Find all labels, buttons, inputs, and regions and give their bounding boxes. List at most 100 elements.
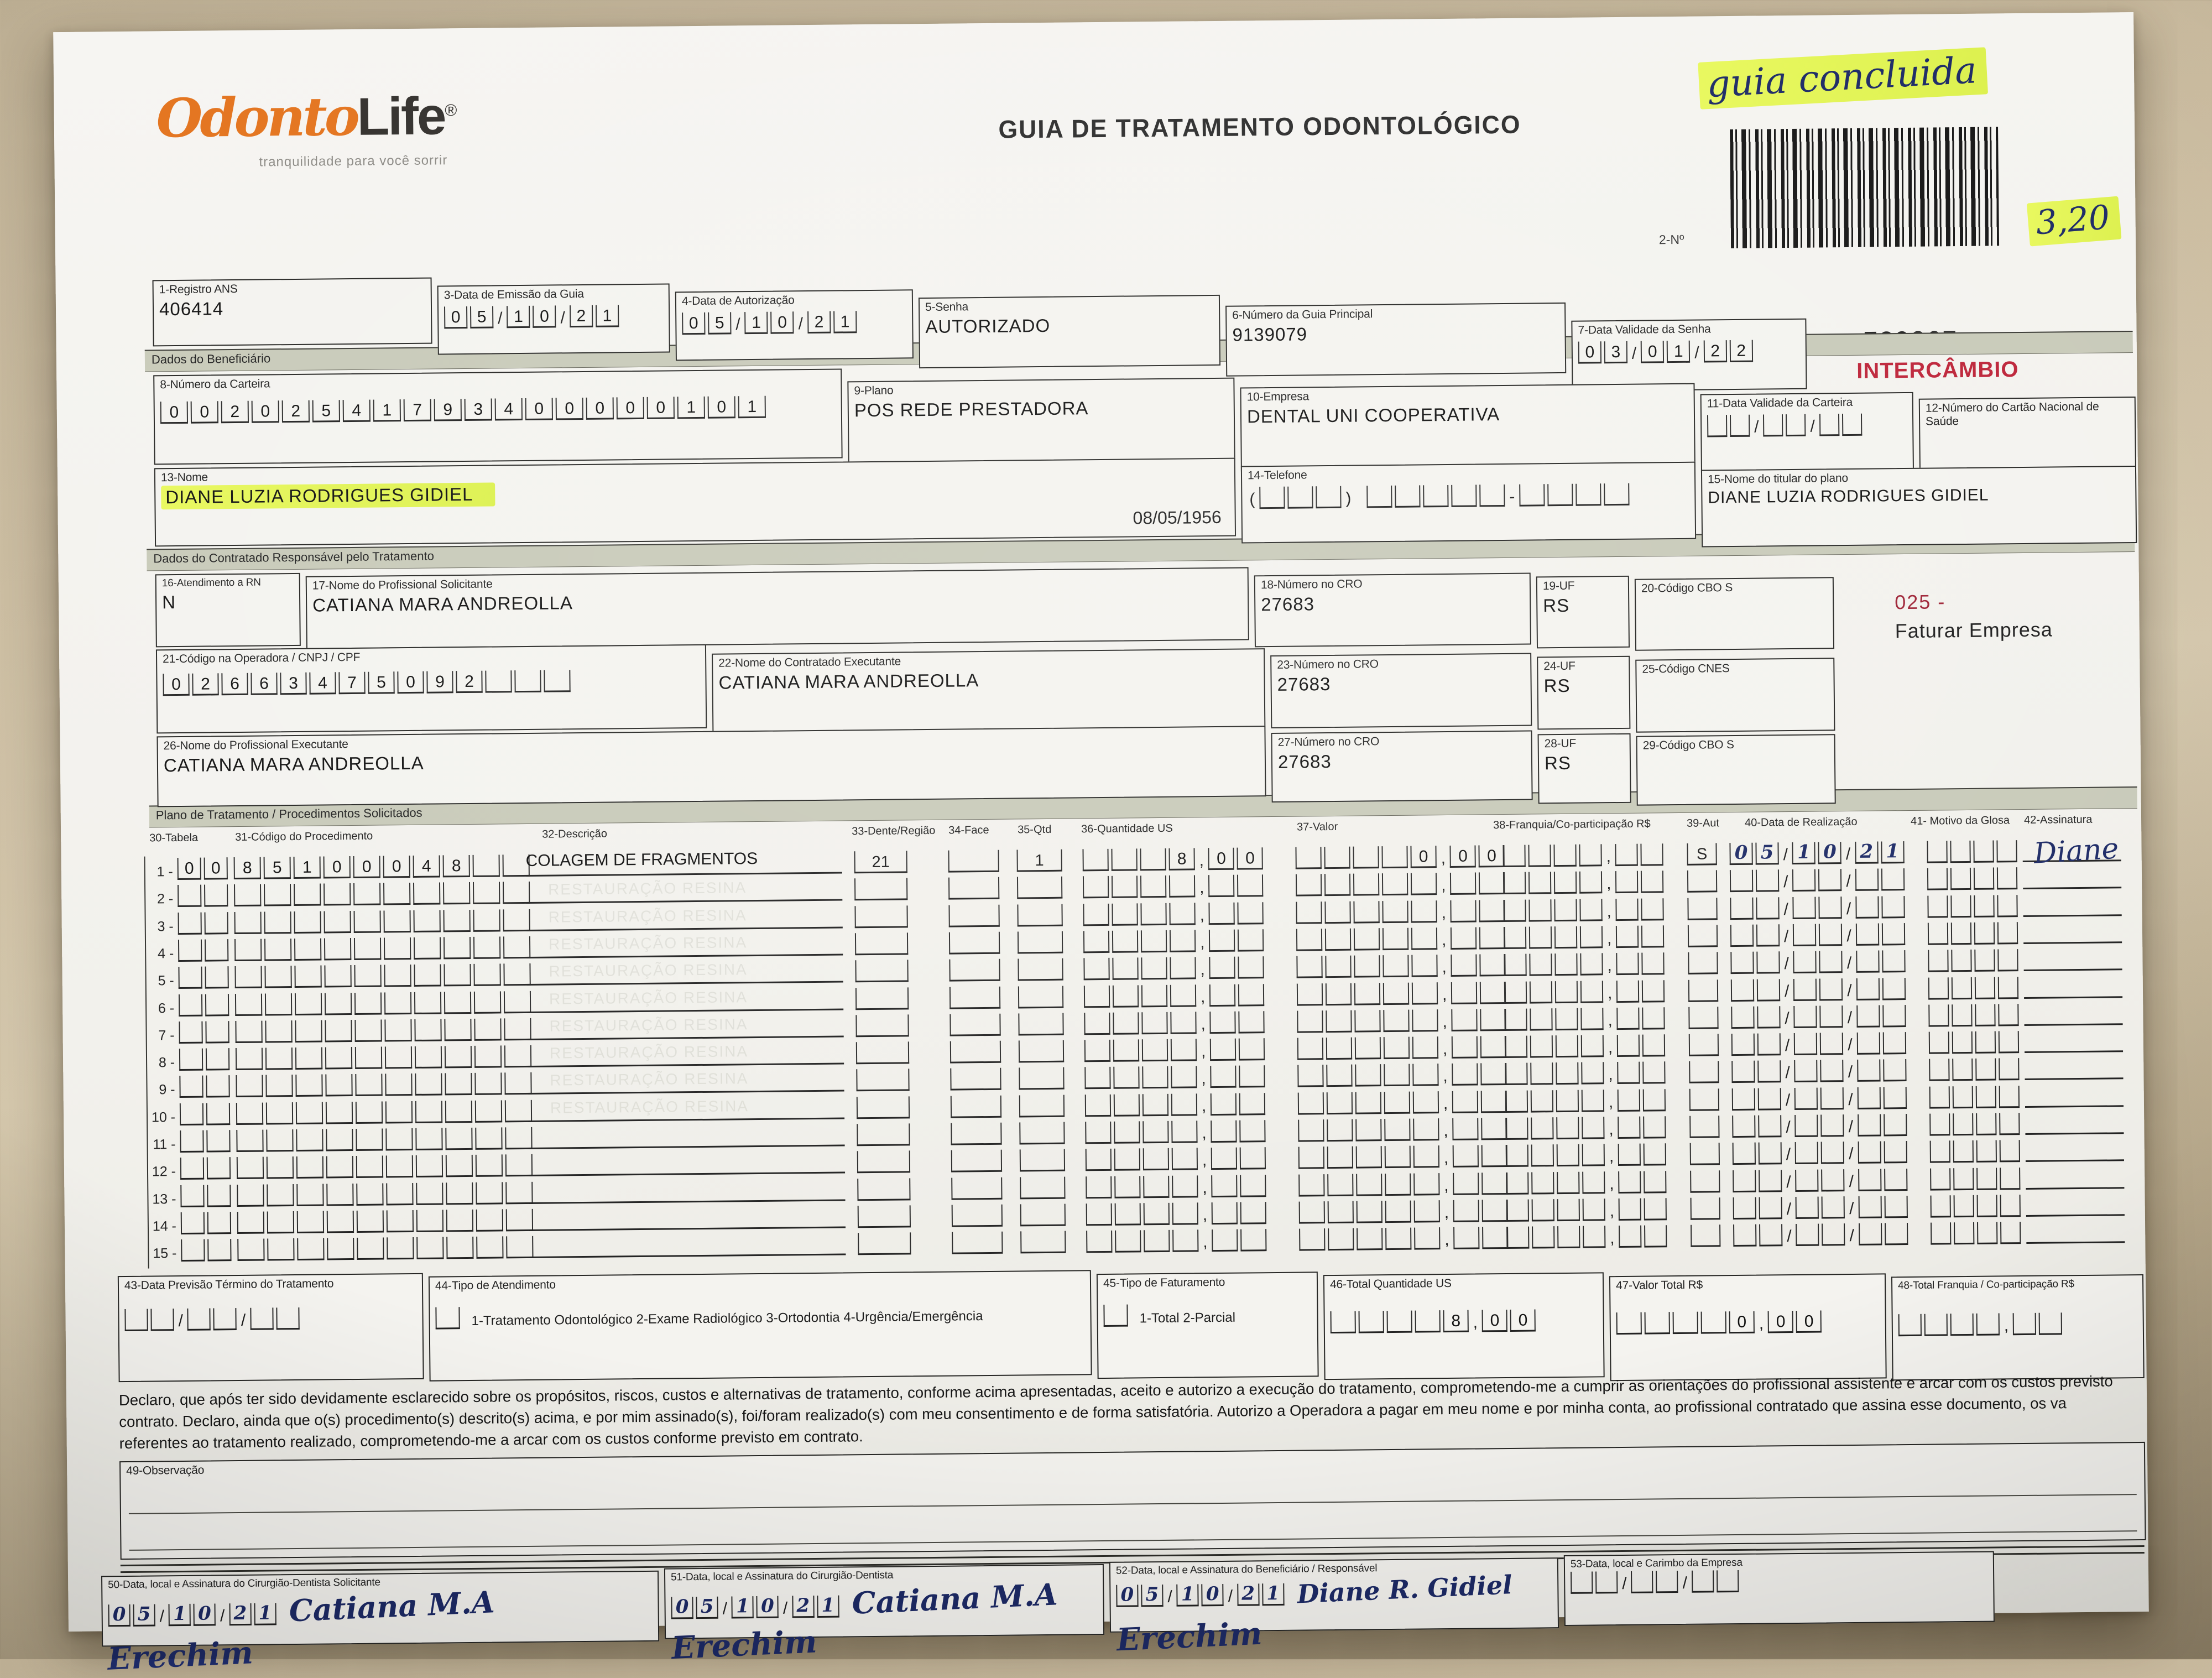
faturar-empresa-badge: 025 - Faturar Empresa [1895,589,2053,643]
field-label: 19-UF [1542,579,1575,593]
field-validade-carteira: 11-Data Validade da Carteira / / [1700,392,1914,477]
column-header: 42-Assinatura [2023,813,2093,826]
field-cnes: 25-Código CNES [1635,658,1835,733]
field-label: 25-Código CNES [1642,662,1730,676]
field-label: 20-Código CBO S [1641,581,1733,595]
field-value: 27683 [1261,593,1315,615]
field-label: 10-Empresa [1246,390,1310,404]
field-observacao: 49-Observação [119,1441,2146,1560]
field-telefone: 14-Telefone ( ) - [1240,461,1697,544]
field-cbo-solicitante: 20-Código CBO S [1634,577,1835,651]
handwritten-date: 0 5/1 0/2 1 [1116,1582,1287,1607]
field-contratado-executante: 22-Nome do Contratado Executante CATIANA… [712,648,1266,734]
field-nome-beneficiario: 13-Nome DIANE LUZIA RODRIGUES GIDIEL 08/… [154,457,1237,547]
field-value: DENTAL UNI COOPERATIVA [1246,404,1500,427]
handwritten-place: Erechim [1115,1615,1263,1659]
field-label: 22-Nome do Contratado Executante [718,655,901,670]
field-label: 44-Tipo de Atendimento [435,1278,556,1293]
field-atendimento-rn: 16-Atendimento a RN N [155,572,301,648]
field-label: 9-Plano [854,384,894,398]
column-header: 36-Quantidade US [1081,822,1173,836]
column-header: 31-Código do Procedimento [235,830,373,844]
barcode-number-label: 2-Nº [1658,232,1684,247]
column-header: 39-Aut [1686,817,1720,830]
field-label: 21-Código na Operadora / CNPJ / CPF [162,650,361,666]
field-label: 7-Data Validade da Senha [1578,322,1711,337]
field-label: 4-Data de Autorização [681,294,795,308]
odontolife-logo: OdontoLife® [156,85,457,150]
field-label: 5-Senha [925,300,969,314]
field-value: RS [1544,752,1572,774]
field-senha: 5-Senha AUTORIZADO [918,294,1221,369]
field-label: 48-Total Franquia / Co-participação R$ [1898,1278,2074,1292]
form-title: GUIA DE TRATAMENTO ODONTOLÓGICO [998,110,1521,144]
field-assinatura-solicitante: 50-Data, local e Assinatura do Cirurgião… [101,1570,660,1647]
field-data-emissao: 3-Data de Emissão da Guia 0 5/1 0/2 1 [437,283,670,355]
field-value: 9139079 [1232,324,1308,345]
checkbox-cell [435,1307,462,1330]
field-label: 27-Número no CRO [1277,735,1380,749]
blank-line [128,1494,2137,1514]
field-cro-executante-contratado: 23-Número no CRO 27683 [1270,653,1532,729]
field-label: 8-Número da Carteira [160,377,270,392]
date-comb: / / [1707,413,1865,437]
badge-text: Faturar Empresa [1895,618,2053,643]
field-data-autorizacao: 4-Data de Autorização 0 5/1 0/2 1 [675,289,914,361]
field-label: 45-Tipo de Faturamento [1103,1275,1225,1290]
field-registro-ans: 1-Registro ANS 406414 [152,277,432,347]
phone-comb: ( ) - [1248,483,1632,509]
handwritten-date: 0 5/1 0/2 1 [671,1594,842,1619]
field-label: 1-Registro ANS [159,282,238,296]
field-label: 16-Atendimento a RN [161,576,261,590]
field-value: CATIANA MARA ANDREOLLA [718,670,979,693]
handwritten-place: Erechim [107,1634,254,1677]
amount-comb: , [1898,1312,2065,1337]
field-label: 53-Data, local e Carimbo da Empresa [1570,1556,1743,1570]
field-titular-plano: 15-Nome do titular do plano DIANE LUZIA … [1700,466,2137,548]
field-label: 24-UF [1543,659,1575,673]
field-value: N [161,592,176,613]
field-profissional-solicitante: 17-Nome do Profissional Solicitante CATI… [305,567,1249,649]
paper-form: OdontoLife® tranquilidade para você sorr… [53,12,2149,1677]
declaration-text: Declaro, que após ter sido devidamente e… [119,1370,2143,1454]
field-value: RS [1543,675,1571,696]
options-text: 1-Tratamento Odontológico 2-Exame Radiol… [471,1309,983,1328]
date-comb: 0 5/1 0/2 1 [682,311,859,335]
handwritten-note-highlighted: guia concluida [1698,47,1988,110]
field-cbo-executante: 29-Código CBO S [1636,734,1836,806]
date-comb: 0 5/1 0/2 1 [444,305,622,329]
field-tipo-faturamento: 45-Tipo de Faturamento 1-Total 2-Parcial [1096,1271,1319,1379]
field-value: 406414 [159,298,224,320]
intercambio-stamp: INTERCÂMBIO [1856,357,2019,383]
field-label: 23-Número no CRO [1277,658,1379,671]
field-value: RS [1543,595,1570,616]
field-label: 15-Nome do titular do plano [1707,472,1848,486]
field-uf-executante-contratado: 24-UF RS [1537,655,1631,730]
date-comb: / / [124,1307,302,1331]
field-label: 3-Data de Emissão da Guia [444,287,584,302]
field-label: 12-Número do Cartão Nacional de Saúde [1925,400,2099,428]
field-value: AUTORIZADO [925,315,1051,337]
field-tipo-atendimento: 44-Tipo de Atendimento 1-Tratamento Odon… [428,1270,1092,1382]
field-cro-executante: 27-Número no CRO 27683 [1271,730,1533,803]
birthdate: 08/05/1956 [1133,507,1222,528]
field-carimbo-empresa: 53-Data, local e Carimbo da Empresa / / [1563,1551,1995,1627]
field-label: 29-Código CBO S [1642,738,1734,752]
field-plano: 9-Plano POS REDE PRESTADORA [847,377,1235,465]
date-comb: 0 3/0 1/2 2 [1578,340,1756,364]
field-label: 28-UF [1544,737,1577,751]
column-header: 35-Qtd [1018,823,1052,836]
column-header: 40-Data de Realização [1744,815,1858,829]
handwritten-amount-highlighted: 3,20 [2026,196,2122,247]
field-total-franquia: 48-Total Franquia / Co-participação R$ , [1891,1274,2145,1381]
field-value: 27683 [1277,751,1332,772]
column-header: 41- Motivo da Glosa [1910,814,2010,827]
field-validade-senha: 7-Data Validade da Senha 0 3/0 1/2 2 [1571,318,1807,392]
barcode [1730,127,2000,249]
